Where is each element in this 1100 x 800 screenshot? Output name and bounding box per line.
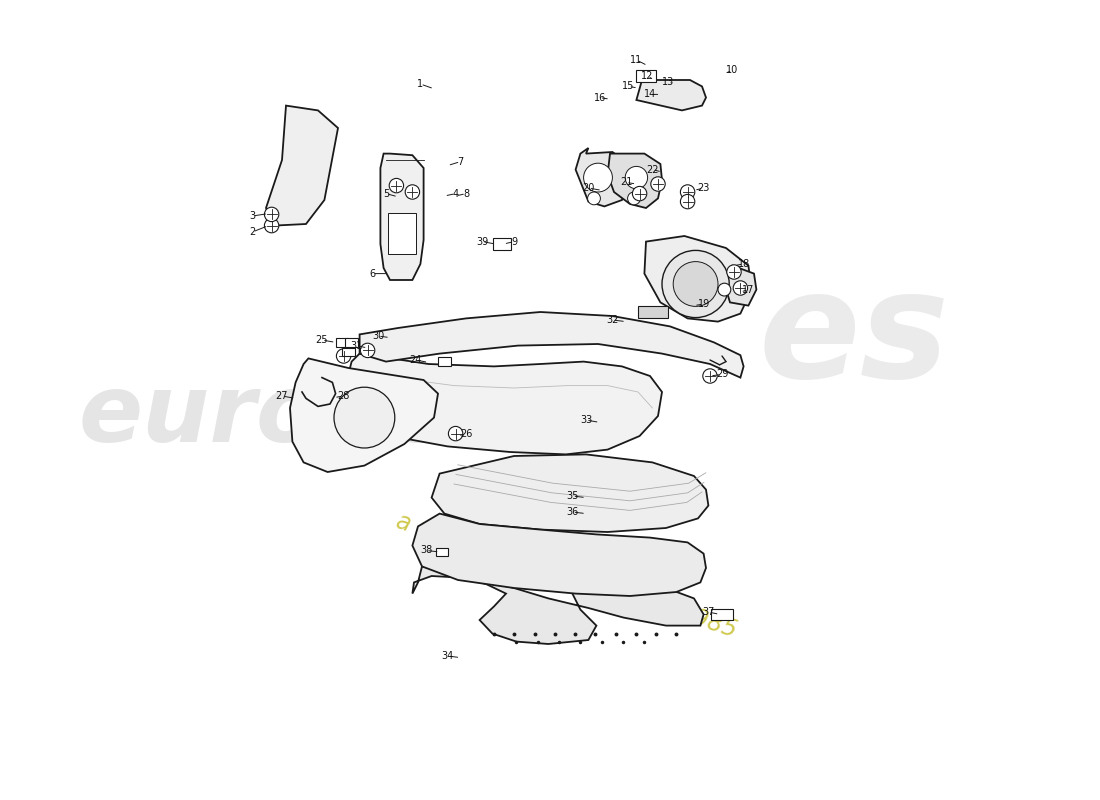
Polygon shape (725, 266, 757, 306)
Bar (436, 547, 449, 557)
Text: 20: 20 (582, 183, 595, 193)
Circle shape (662, 250, 729, 318)
Polygon shape (360, 312, 744, 378)
Polygon shape (412, 514, 706, 596)
Text: europes: europes (78, 370, 509, 462)
Bar (342, 347, 355, 356)
Text: 22: 22 (646, 165, 659, 174)
Text: 2: 2 (250, 227, 255, 237)
Bar (336, 338, 349, 347)
Bar (345, 338, 358, 347)
Text: 18: 18 (737, 259, 750, 269)
Polygon shape (638, 306, 669, 318)
Polygon shape (290, 358, 438, 472)
Text: 23: 23 (697, 183, 710, 193)
Circle shape (734, 281, 748, 295)
Circle shape (718, 283, 730, 296)
Circle shape (361, 343, 375, 358)
Text: 35: 35 (566, 491, 579, 501)
Circle shape (651, 177, 666, 191)
Circle shape (681, 185, 695, 199)
Bar (438, 357, 451, 366)
Text: es: es (759, 263, 949, 409)
Polygon shape (266, 106, 338, 226)
Text: 21: 21 (619, 178, 632, 187)
Circle shape (449, 426, 463, 441)
Text: 11: 11 (630, 55, 642, 65)
Text: 26: 26 (460, 429, 472, 438)
Text: 24: 24 (409, 355, 421, 365)
Text: 12: 12 (641, 71, 653, 81)
Text: 9: 9 (510, 237, 517, 246)
Circle shape (632, 186, 647, 201)
Text: 29: 29 (716, 370, 728, 379)
Circle shape (584, 163, 613, 192)
Text: 15: 15 (623, 82, 635, 91)
Circle shape (264, 218, 278, 233)
Text: 31: 31 (350, 341, 363, 350)
Text: 36: 36 (566, 507, 579, 517)
Text: 7: 7 (458, 157, 463, 166)
Text: a passion for parts since 1985: a passion for parts since 1985 (393, 510, 739, 642)
Polygon shape (381, 154, 424, 280)
Text: 25: 25 (316, 335, 328, 345)
Text: 30: 30 (372, 331, 384, 341)
Text: 17: 17 (742, 285, 755, 294)
Text: 16: 16 (594, 93, 606, 102)
Circle shape (628, 192, 640, 205)
Text: 19: 19 (697, 299, 710, 309)
Bar (493, 238, 510, 250)
Circle shape (337, 349, 351, 363)
Text: 6: 6 (370, 269, 375, 278)
Text: 38: 38 (420, 546, 432, 555)
Circle shape (673, 262, 718, 306)
Text: 37: 37 (702, 607, 715, 617)
Text: 33: 33 (580, 415, 592, 425)
Text: 27: 27 (276, 391, 288, 401)
Text: 1: 1 (417, 79, 424, 89)
Polygon shape (346, 354, 662, 454)
Text: 39: 39 (476, 237, 488, 246)
Bar (711, 609, 734, 620)
Circle shape (334, 387, 395, 448)
Circle shape (405, 185, 419, 199)
Circle shape (681, 194, 695, 209)
Polygon shape (607, 154, 662, 208)
Polygon shape (645, 236, 751, 322)
Text: 3: 3 (250, 211, 255, 221)
Text: 5: 5 (383, 189, 389, 198)
Circle shape (727, 265, 741, 279)
Polygon shape (412, 566, 704, 644)
Text: 4: 4 (452, 189, 459, 198)
Text: 8: 8 (463, 189, 469, 198)
Circle shape (625, 166, 648, 189)
Text: 10: 10 (726, 66, 738, 75)
Polygon shape (637, 80, 706, 110)
Text: 14: 14 (644, 90, 656, 99)
Polygon shape (575, 148, 628, 206)
Circle shape (389, 178, 404, 193)
Bar (636, 70, 656, 82)
Bar (388, 213, 416, 254)
Circle shape (587, 192, 601, 205)
Text: 32: 32 (606, 315, 618, 325)
Text: 34: 34 (441, 651, 453, 661)
Circle shape (264, 207, 278, 222)
Circle shape (703, 369, 717, 383)
Text: 28: 28 (338, 391, 350, 401)
Polygon shape (431, 454, 708, 532)
Text: 13: 13 (662, 77, 674, 86)
